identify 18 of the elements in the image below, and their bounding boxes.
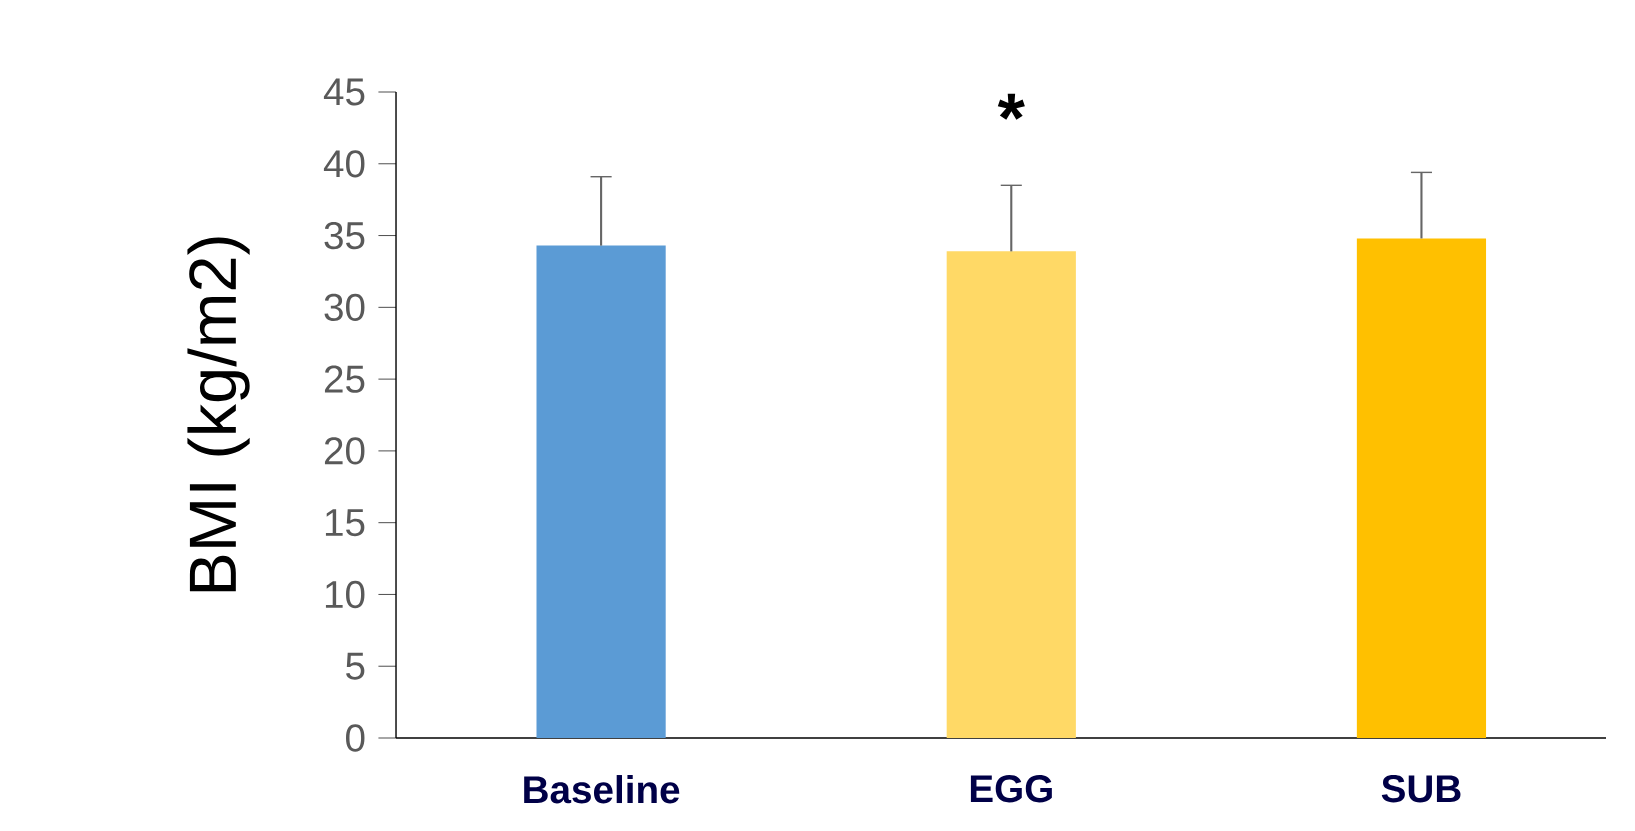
y-tick-label: 5 [346,652,365,680]
bar [946,251,1076,739]
y-tick-label: 10 [325,580,365,609]
bar [1356,238,1487,739]
y-tick-label: 40 [323,150,365,178]
y-tick-label: 20 [324,437,365,465]
y-tick-label: 15 [325,509,365,537]
x-tick-label: SUB [1381,775,1461,803]
y-tick-label: 25 [324,365,365,393]
bar [536,245,666,739]
x-tick-label: EGG [970,775,1052,803]
y-tick-label: 0 [346,724,365,752]
y-tick-label: 35 [324,221,365,250]
y-tick-label: 30 [324,293,365,322]
x-tick-label: Baseline [524,775,680,804]
annotation: * [997,93,1025,120]
y-tick-label: 45 [323,78,365,106]
y-axis-title: BMI (kg/m2) [187,237,250,592]
